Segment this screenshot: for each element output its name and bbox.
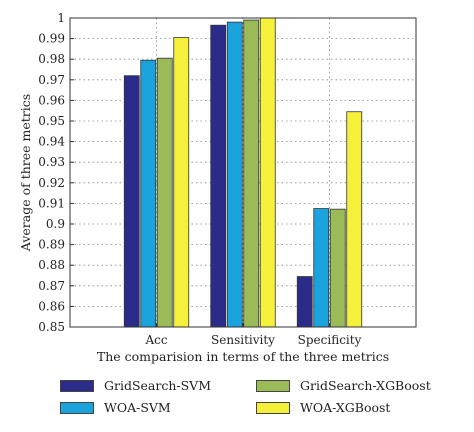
y-tick-label: 0.91 — [38, 196, 65, 210]
legend-label: WOA-SVM — [104, 400, 171, 415]
y-tick-label: 0.99 — [38, 32, 65, 46]
y-tick-label: 0.92 — [38, 176, 65, 190]
y-tick-label: 0.96 — [38, 93, 65, 107]
legend-item-woa-svm: WOA-SVM — [60, 400, 171, 415]
bar-gridsearch-svm-specificity — [296, 276, 313, 328]
bar-woa-xgboost-specificity — [346, 111, 363, 328]
x-axis-label: The comparision in terms of the three me… — [97, 349, 389, 364]
bar-woa-svm-specificity — [313, 208, 330, 328]
x-tick-label: Specificity — [298, 333, 362, 347]
legend-item-gridsearch-svm: GridSearch-SVM — [60, 378, 211, 393]
x-tick-label: Sensitivity — [211, 333, 275, 347]
bar-woa-xgboost-acc — [173, 37, 190, 328]
y-tick-label: 0.85 — [38, 320, 65, 334]
legend-swatch — [256, 379, 290, 392]
legend-item-gridsearch-xgboost: GridSearch-XGBoost — [256, 378, 431, 393]
x-tick-label: Acc — [144, 333, 167, 347]
y-tick-label: 0.89 — [38, 238, 65, 252]
legend-label: GridSearch-SVM — [104, 378, 212, 393]
bar-gridsearch-xgboost-specificity — [329, 208, 346, 328]
y-tick-label: 0.86 — [38, 299, 65, 313]
y-tick-label: 1 — [57, 11, 65, 25]
y-tick-label: 0.94 — [38, 135, 65, 149]
legend-swatch — [60, 379, 94, 392]
bars-group — [123, 17, 363, 328]
grid-lines — [70, 17, 416, 328]
bar-woa-svm-acc — [140, 59, 157, 328]
bar-gridsearch-svm-sensitivity — [210, 24, 227, 328]
bar-gridsearch-svm-acc — [123, 75, 140, 328]
legend-label: GridSearch-XGBoost — [300, 378, 431, 393]
bar-gridsearch-xgboost-sensitivity — [243, 19, 260, 328]
legend: GridSearch-SVM GridSearch-XGBoost WOA-SV… — [60, 378, 460, 428]
y-tick-label: 0.93 — [38, 155, 65, 169]
y-tick-label: 0.87 — [38, 279, 65, 293]
x-ticks: Acc Sensitivity Specificity — [144, 323, 362, 347]
y-tick-label: 0.9 — [46, 217, 65, 231]
legend-item-woa-xgboost: WOA-XGBoost — [256, 400, 390, 415]
y-tick-label: 0.98 — [38, 52, 65, 66]
legend-label: WOA-XGBoost — [300, 400, 391, 415]
bar-woa-svm-sensitivity — [226, 21, 243, 328]
bar-woa-xgboost-sensitivity — [259, 17, 276, 328]
y-tick-label: 0.97 — [38, 73, 65, 87]
y-axis-label: Average of three metrics — [18, 94, 33, 252]
y-ticks: 0.85 0.86 0.87 0.88 0.89 0.9 0.91 0.92 0.93 0.94 0… — [38, 11, 74, 334]
bar-chart: 0.85 0.86 0.87 0.88 0.89 0.9 0.91 0.92 0.93 0.94 0… — [18, 11, 417, 364]
bar-gridsearch-xgboost-acc — [156, 57, 173, 328]
y-tick-label: 0.88 — [38, 258, 65, 272]
legend-swatch — [60, 401, 94, 414]
legend-swatch — [256, 401, 290, 414]
y-tick-label: 0.95 — [38, 114, 65, 128]
